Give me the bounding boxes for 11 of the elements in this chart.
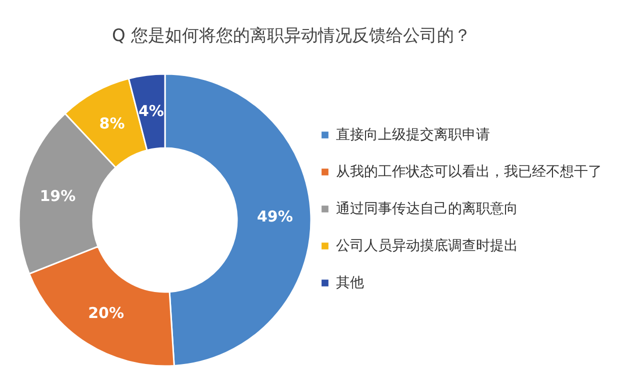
data-label: 19% [40, 187, 76, 206]
data-label: 49% [256, 208, 293, 226]
data-label: 8% [99, 114, 125, 133]
legend-label: 从我的工作状态可以看出，我已经不想干了 [336, 164, 602, 180]
legend-label: 通过同事传达自己的离职意向 [336, 201, 518, 217]
legend-label: 其他 [336, 275, 364, 291]
chart-title: Q 您是如何将您的离职异动情况反馈给公司的？ [112, 26, 471, 46]
legend-label: 直接向上级提交离职申请 [336, 127, 490, 143]
data-label: 4% [138, 102, 164, 120]
data-label: 20% [88, 304, 124, 322]
legend-label: 公司人员异动摸底调查时提出 [336, 238, 518, 254]
